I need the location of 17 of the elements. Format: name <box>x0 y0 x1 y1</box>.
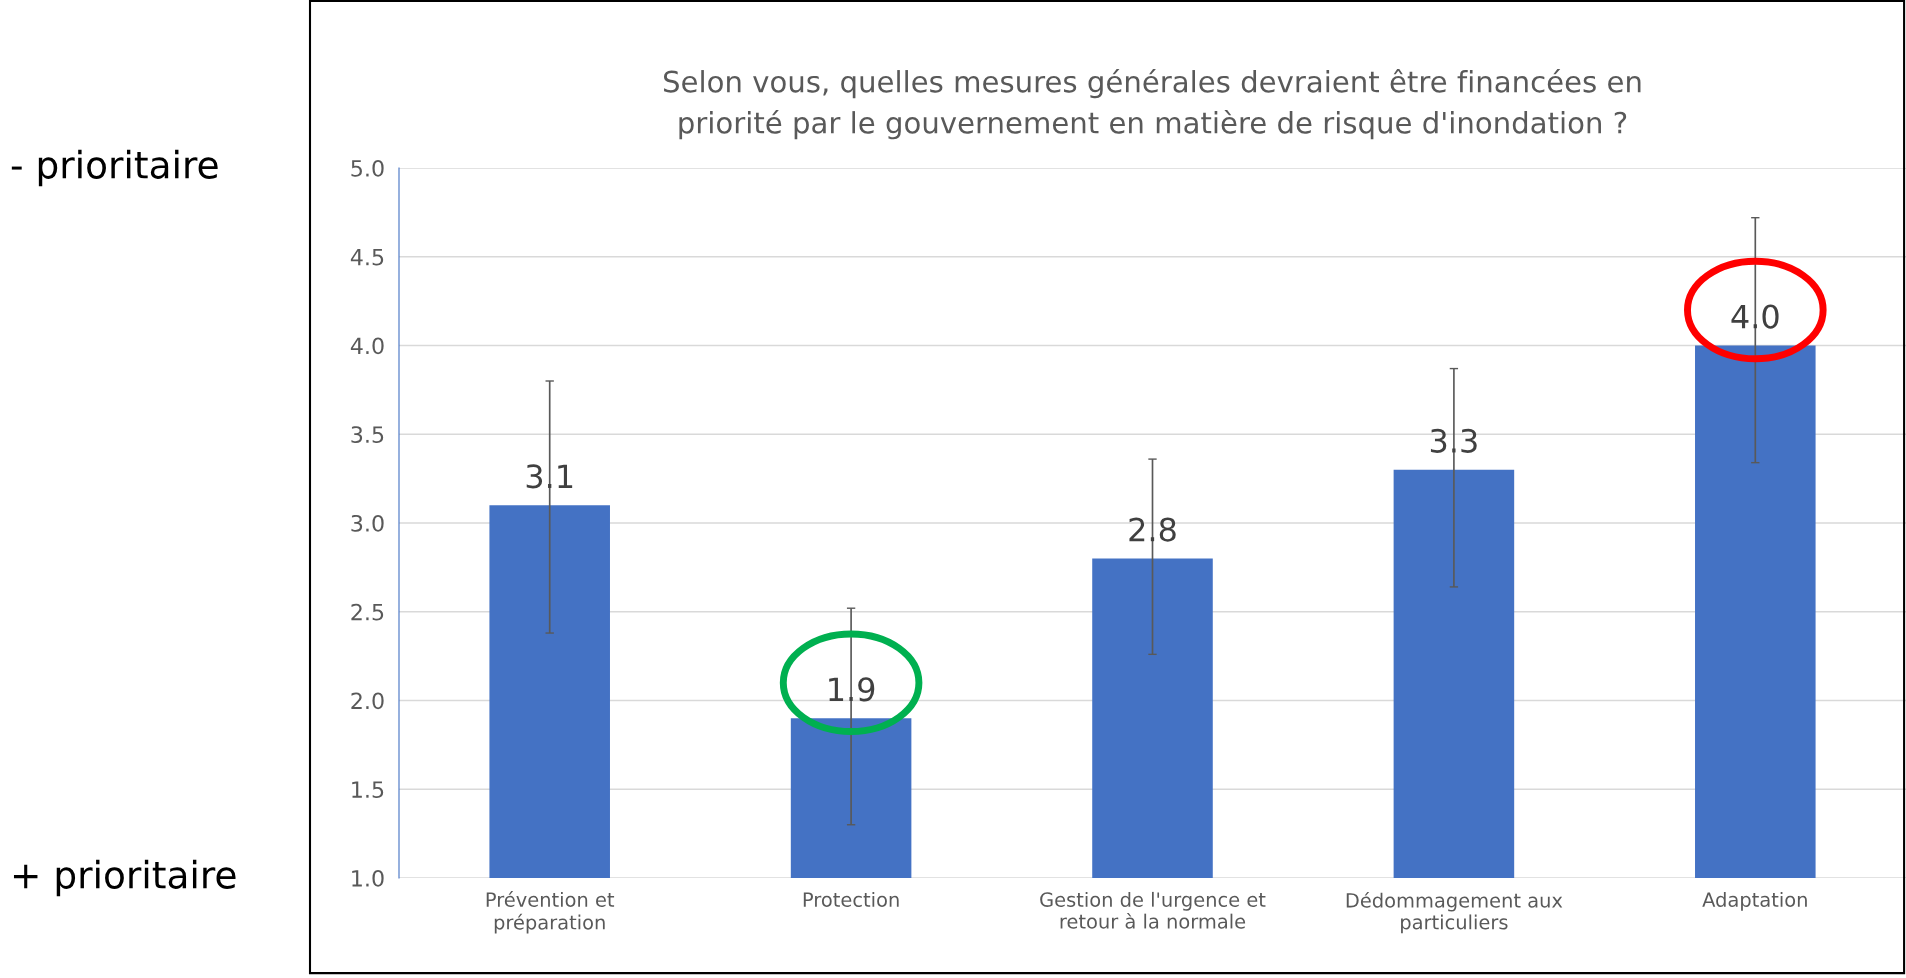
y-tick-label: 1.0 <box>352 869 384 887</box>
y-tick-label: 4.5 <box>350 248 384 266</box>
y-tick-label: 5.0 <box>351 159 384 177</box>
x-tick-label: Gestion de l'urgence et retour à la normale <box>1040 891 1266 929</box>
x-tick-label: Dédommagement aux particuliers <box>1346 891 1563 934</box>
x-tick-label: Prévention et préparation <box>486 891 615 934</box>
y-tick-label: 3.5 <box>351 426 384 444</box>
y-tick-label: 4.0 <box>350 337 384 355</box>
x-tick-label: Protection <box>803 891 899 907</box>
y-tick-label: 1.5 <box>352 781 384 799</box>
text: + prioritaire <box>13 859 236 897</box>
y-tick-label: 2.5 <box>351 603 384 621</box>
chart-title: Selon vous, quelles mesures générales devraient être financées en priorité par le gouvernement en matière de risque d'inondation ? <box>663 68 1641 140</box>
y-tick-label: 3.0 <box>351 514 384 532</box>
y-tick-label: 2.0 <box>351 692 384 710</box>
text: - prioritaire <box>11 149 218 187</box>
x-tick-label: Adaptation <box>1702 891 1807 911</box>
